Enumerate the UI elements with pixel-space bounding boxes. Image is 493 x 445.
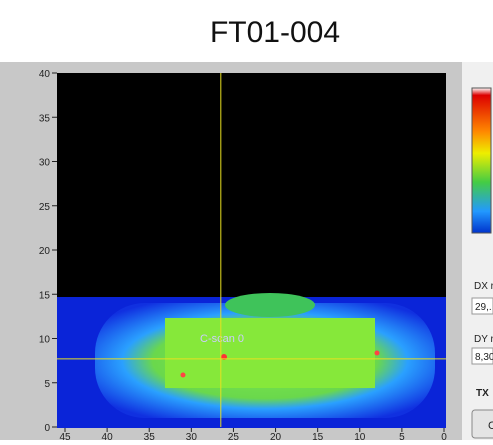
x-tick-label: 15: [312, 432, 324, 440]
overlay-text: C-scan 0: [200, 333, 244, 345]
c-scan-image: [57, 293, 446, 428]
tx-label: TX: [476, 388, 489, 399]
y-tick-label: 40: [39, 69, 51, 80]
y-tick-label: 20: [39, 246, 51, 257]
y-tick-label: 0: [44, 423, 50, 434]
dx-value: 29,.: [475, 302, 492, 313]
title: FT01-004: [210, 16, 340, 49]
y-tick-label: 15: [39, 290, 51, 301]
y-tick-label: 5: [44, 379, 50, 390]
dy-value: 8,30: [475, 352, 493, 363]
x-tick-label: 35: [144, 432, 156, 440]
button[interactable]: [471, 409, 493, 439]
x-tick-label: 10: [354, 432, 366, 440]
y-tick-label: 35: [39, 113, 51, 124]
button-label[interactable]: C: [488, 420, 493, 432]
scan-feature: [225, 293, 315, 317]
y-tick-label: 25: [39, 202, 51, 213]
axes: 0 5 10 15 20 25 30 35 40 45 40 35 30 25 20 15 10 5 0: [39, 69, 447, 443]
x-tick-label: 20: [270, 432, 282, 440]
scan-spot: [374, 350, 380, 356]
x-tick-label: 25: [228, 432, 240, 440]
y-tick-label: 30: [39, 158, 51, 169]
x-tick-label: 5: [399, 432, 405, 440]
x-tick-label: 40: [102, 432, 114, 440]
dx-field: [471, 297, 493, 315]
scan-core: [165, 318, 375, 388]
dy-label: DY r: [474, 334, 493, 345]
x-tick-label: 45: [59, 432, 71, 440]
dy-field: [471, 347, 493, 365]
y-tick-label: 10: [39, 335, 51, 346]
color-scale: [471, 87, 492, 234]
x-tick-label: 30: [186, 432, 198, 440]
scan-spot: [180, 372, 186, 378]
dx-label: DX r: [474, 281, 493, 292]
x-tick-label: 0: [441, 432, 447, 440]
